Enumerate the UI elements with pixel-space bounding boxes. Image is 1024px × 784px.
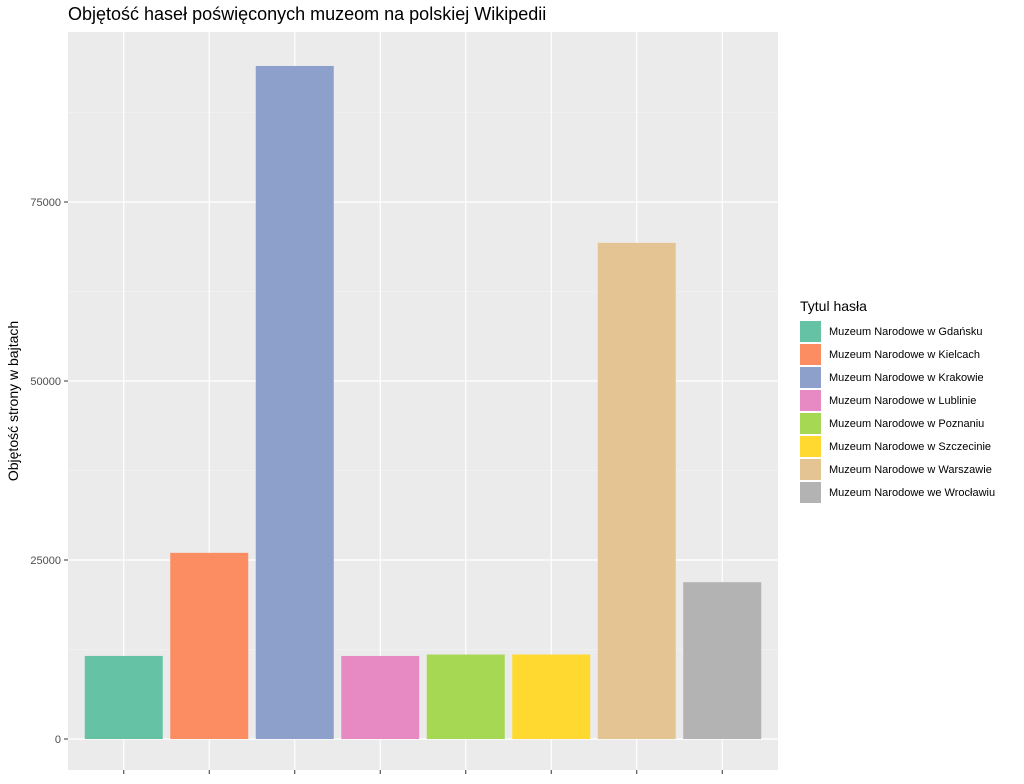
bar: [683, 582, 762, 739]
y-tick-label: 25000: [30, 555, 61, 567]
legend: Tytul hasła Muzeum Narodowe w Gdańsku Muz…: [800, 298, 995, 504]
y-axis: 0 25000 50000 75000: [30, 197, 68, 746]
legend-key: [800, 482, 821, 503]
legend-item: Muzeum Narodowe we Wrocławiu: [800, 481, 995, 504]
bar: [341, 655, 420, 739]
legend-item: Muzeum Narodowe w Krakowie: [800, 366, 995, 389]
bar: [255, 65, 334, 739]
x-axis: [123, 770, 723, 774]
legend-key: [800, 344, 821, 365]
legend-item: Muzeum Narodowe w Szczecinie: [800, 435, 995, 458]
y-tick-label: 50000: [30, 376, 61, 388]
legend-item: Muzeum Narodowe w Lublinie: [800, 389, 995, 412]
bar: [426, 654, 505, 739]
bar: [170, 552, 249, 739]
legend-item: Muzeum Narodowe w Kielcach: [800, 343, 995, 366]
legend-key: [800, 413, 821, 434]
bar: [84, 655, 163, 739]
legend-title: Tytul hasła: [800, 298, 867, 314]
legend-key: [800, 436, 821, 457]
y-tick-label: 0: [55, 734, 61, 746]
legend-key: [800, 459, 821, 480]
legend-label: Muzeum Narodowe w Kielcach: [829, 348, 981, 361]
legend-label: Muzeum Narodowe w Krakowie: [829, 371, 984, 384]
legend-key: [800, 390, 821, 411]
legend-label: Muzeum Narodowe w Poznaniu: [829, 417, 985, 430]
legend-label: Muzeum Narodowe we Wrocławiu: [829, 486, 996, 499]
y-tick-label: 75000: [30, 197, 61, 209]
legend-key: [800, 321, 821, 342]
bars: [84, 65, 762, 739]
grid-major: [68, 32, 778, 770]
y-axis-label: Objętość strony w bajtach: [5, 321, 21, 481]
legend-label: Muzeum Narodowe w Szczecinie: [829, 440, 992, 453]
bar: [512, 654, 591, 739]
legend-item: Muzeum Narodowe w Poznaniu: [800, 412, 995, 435]
chart-title: Objętość haseł poświęconych muzeom na po…: [68, 4, 547, 24]
legend-key: [800, 367, 821, 388]
legend-label: Muzeum Narodowe w Lublinie: [829, 394, 977, 407]
legend-items: Muzeum Narodowe w Gdańsku Muzeum Narodowe…: [800, 320, 995, 504]
bar: [597, 242, 676, 739]
legend-item: Muzeum Narodowe w Warszawie: [800, 458, 995, 481]
legend-item: Muzeum Narodowe w Gdańsku: [800, 320, 995, 343]
legend-label: Muzeum Narodowe w Warszawie: [829, 463, 992, 476]
legend-label: Muzeum Narodowe w Gdańsku: [829, 325, 983, 338]
